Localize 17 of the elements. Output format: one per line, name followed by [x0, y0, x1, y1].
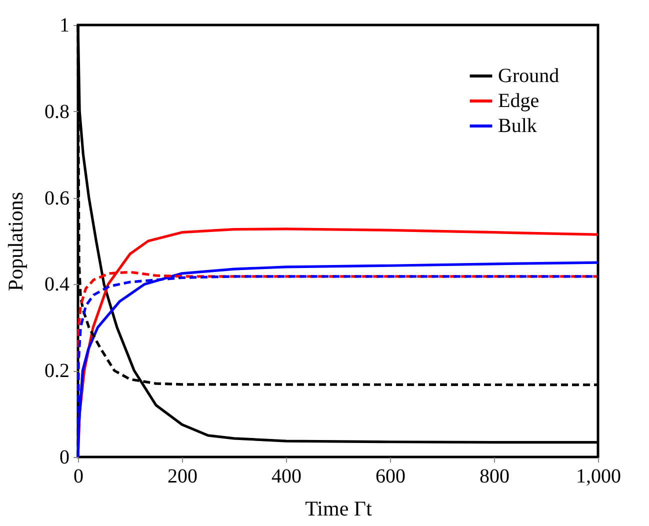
y-axis-title: Populations	[4, 192, 28, 292]
legend-label: Edge	[498, 90, 540, 112]
y-tick-label: 0.4	[44, 274, 70, 296]
x-tick-label: 800	[480, 466, 510, 488]
x-tick-label: 400	[272, 466, 302, 488]
x-tick-label: 600	[376, 466, 406, 488]
y-tick-label: 0.2	[44, 360, 70, 382]
legend-label: Ground	[498, 65, 560, 87]
y-tick-label: 0.8	[44, 100, 70, 123]
legend-label: Bulk	[498, 115, 537, 137]
x-tick-label: 1,000	[576, 466, 621, 488]
y-tick-label: 1	[60, 14, 70, 36]
y-tick-label: 0.6	[44, 187, 70, 210]
y-tick-label: 0	[60, 446, 70, 468]
x-tick-label: 200	[168, 466, 198, 488]
x-tick-label: 0	[74, 466, 84, 488]
x-axis-title: Time Γt	[305, 496, 372, 520]
